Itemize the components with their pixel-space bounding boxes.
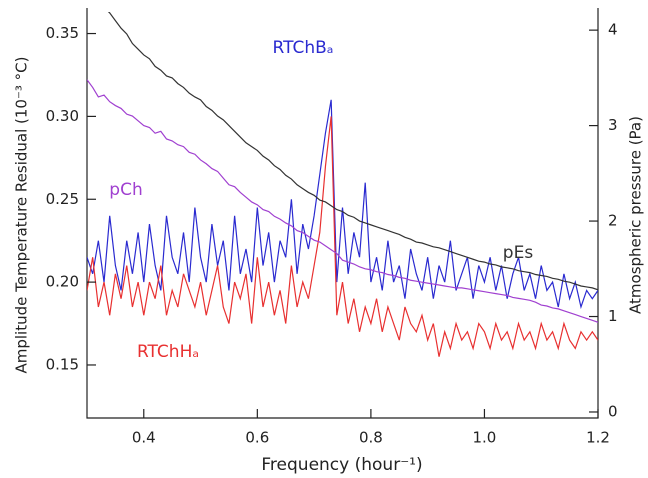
- x-tick-label: 0.8: [359, 429, 383, 447]
- y-tick-label: 0.30: [46, 107, 79, 125]
- plot-area: [87, 12, 598, 357]
- x-tick-label: 1.2: [586, 429, 610, 447]
- y-tick-label: 0.20: [46, 273, 79, 291]
- series-label: pEs: [503, 243, 534, 263]
- series-line: [87, 79, 598, 323]
- y-tick-label: 0.35: [46, 24, 79, 42]
- series-label: RTChBₐ: [273, 38, 334, 58]
- y2-tick-label: 3: [608, 116, 618, 134]
- x-tick-label: 0.6: [245, 429, 269, 447]
- series-label: pCh: [109, 180, 142, 200]
- y-axis-title: Amplitude Temperature Residual (10⁻³ °C): [13, 57, 31, 374]
- series-line: [87, 116, 598, 357]
- y2-axis-title: Atmospheric pressure (Pa): [627, 116, 645, 314]
- x-tick-label: 0.4: [132, 429, 156, 447]
- y-tick-label: 0.15: [46, 355, 79, 373]
- y2-tick-label: 0: [608, 402, 618, 420]
- axes-frame: [86, 8, 599, 419]
- y2-tick-label: 2: [608, 212, 618, 230]
- series-line: [107, 12, 598, 291]
- series-label: RTChHₐ: [137, 342, 199, 362]
- x-tick-label: 1.0: [473, 429, 497, 447]
- series-line: [87, 99, 598, 310]
- x-axis-title: Frequency (hour⁻¹): [261, 455, 422, 475]
- y2-tick-label: 1: [608, 307, 618, 325]
- y2-tick-label: 4: [608, 21, 618, 39]
- y-tick-label: 0.25: [46, 190, 79, 208]
